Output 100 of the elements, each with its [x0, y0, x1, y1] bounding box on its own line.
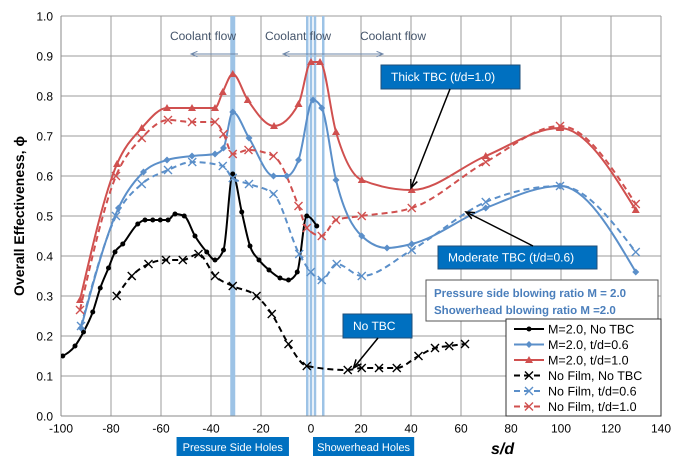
- ref-line-label: Showerhead Holes: [317, 442, 411, 454]
- point: [106, 266, 111, 270]
- y-tick-label: 0.0: [36, 409, 54, 424]
- annotation: Pressure side blowing ratio M = 2.0: [434, 288, 626, 300]
- point: [142, 218, 148, 222]
- point: [239, 210, 244, 214]
- y-tick-label: 0.2: [36, 329, 54, 344]
- point: [310, 96, 316, 104]
- point: [163, 104, 171, 111]
- point: [460, 339, 470, 349]
- annotation: Coolant flow: [360, 29, 426, 43]
- point: [252, 291, 262, 301]
- point: [229, 108, 236, 116]
- point: [210, 117, 220, 127]
- point: [343, 365, 352, 375]
- point: [414, 351, 424, 361]
- y-tick-label: 0.6: [36, 169, 54, 184]
- point: [357, 211, 366, 221]
- point: [317, 275, 326, 285]
- point: [210, 271, 220, 281]
- legend-label: M=2.0, t/d=1.0: [548, 354, 629, 368]
- legend-label: No Film, t/d=0.6: [548, 384, 637, 398]
- point: [76, 296, 84, 303]
- point: [332, 128, 340, 135]
- annotation: Showerhead blowing ratio M =2.0: [434, 305, 616, 317]
- annotation: Coolant flow: [170, 29, 236, 43]
- x-tick-label: 140: [650, 422, 672, 436]
- y-tick-label: 0.3: [36, 289, 54, 304]
- point: [316, 58, 324, 65]
- annotation: Coolant flow: [264, 29, 332, 43]
- point: [192, 234, 198, 238]
- point: [127, 271, 136, 281]
- ref-line-label: Pressure Side Holes: [182, 442, 284, 454]
- point: [76, 321, 86, 331]
- point: [228, 149, 238, 159]
- point: [631, 247, 640, 257]
- point: [248, 244, 252, 248]
- point: [407, 203, 416, 213]
- point: [194, 249, 204, 259]
- point: [555, 121, 565, 131]
- point: [221, 248, 226, 252]
- legend-label: No Film, No TBC: [548, 369, 642, 383]
- point: [278, 276, 282, 280]
- point: [211, 104, 219, 111]
- point: [61, 354, 66, 358]
- point: [220, 144, 227, 152]
- point: [161, 255, 171, 265]
- point: [268, 189, 278, 199]
- point: [144, 259, 154, 269]
- point: [212, 258, 218, 262]
- annotation: No TBC: [353, 319, 396, 333]
- point: [407, 245, 416, 255]
- point: [244, 145, 254, 155]
- point: [166, 218, 170, 222]
- annotation: Moderate TBC (t/d=0.6): [448, 250, 574, 264]
- point: [204, 250, 210, 254]
- x-tick-label: -100: [48, 422, 74, 436]
- x-tick-label: 120: [600, 422, 622, 436]
- point: [294, 270, 300, 274]
- point: [135, 222, 140, 226]
- point: [75, 305, 85, 315]
- note-box: Pressure side blowing ratio M = 2.0 Showerhead blowing ratio M =2.0: [426, 280, 658, 322]
- point: [187, 117, 197, 127]
- point: [137, 133, 146, 143]
- x-tick-label: -60: [152, 422, 170, 436]
- point: [163, 165, 173, 175]
- x-tick-label: 40: [404, 422, 418, 436]
- x-tick-label: -20: [252, 422, 270, 436]
- point: [314, 224, 320, 228]
- point: [112, 291, 122, 301]
- x-tick-label: -40: [202, 422, 220, 436]
- point: [444, 341, 454, 351]
- annotation: Thick TBC (t/d=1.0): [391, 70, 496, 84]
- point: [111, 211, 121, 221]
- point: [317, 231, 326, 241]
- point: [218, 129, 228, 139]
- point: [218, 161, 228, 171]
- x-tick-label: -80: [102, 422, 120, 436]
- point: [302, 361, 312, 371]
- point: [358, 176, 366, 183]
- point: [270, 172, 277, 180]
- point: [228, 281, 238, 291]
- point: [244, 96, 252, 103]
- point: [270, 122, 278, 129]
- point: [294, 201, 304, 211]
- x-tick-label: 80: [504, 422, 518, 436]
- point: [137, 179, 146, 189]
- point: [357, 363, 366, 373]
- point: [302, 223, 312, 233]
- point: [182, 214, 187, 218]
- point: [294, 249, 304, 259]
- point: [392, 363, 402, 373]
- point: [268, 151, 278, 161]
- point: [164, 156, 170, 164]
- point: [188, 152, 196, 160]
- y-tick-label: 0.1: [36, 369, 54, 384]
- point: [112, 250, 118, 254]
- x-tick-label: 0: [308, 422, 315, 436]
- point: [267, 309, 276, 319]
- point: [140, 168, 147, 176]
